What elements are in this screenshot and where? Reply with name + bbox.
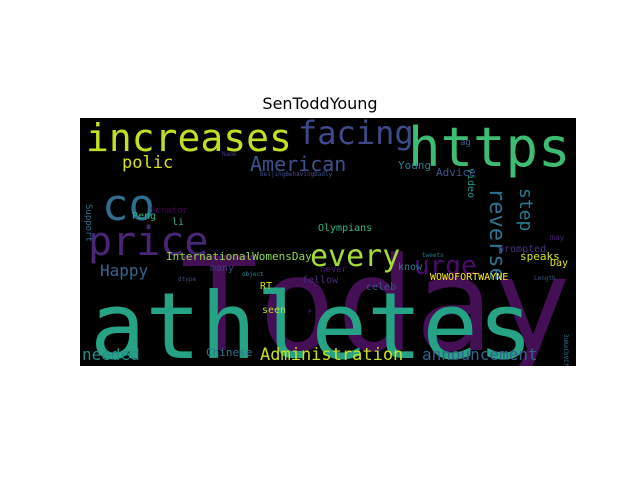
word-name: Name [222,151,237,158]
word-seen: seen [262,305,286,316]
word-peng: Peng [132,211,156,222]
word-needed: needed [82,345,140,364]
word-p: P [308,309,312,316]
word-facing: facing [298,118,414,152]
word-object: object [242,271,264,278]
word-celeb: celeb [366,282,396,293]
word-reverse: reverse [484,188,509,281]
word-advice: Advice [436,166,476,179]
word-rt: RT [260,281,272,292]
word-dtype: dtype [178,276,196,283]
word-olympians: Olympians [318,223,372,234]
word-price: price [88,219,208,265]
word-support: Support [83,204,93,242]
word-happy: Happy [100,261,149,280]
word-wowofortwayne: WOWOFORTWAYNE [430,272,508,283]
word-video: video [465,168,476,198]
word-young: Young [398,159,431,172]
word-senator: Senator [150,206,189,216]
word-step: step [515,188,536,231]
word-fellow: fellow [302,275,339,286]
word-may: may [550,233,565,242]
word-administration: Administration [260,345,403,365]
word-know: know [398,262,423,273]
word-speaks: speaks [520,250,560,263]
word-tweets: tweets [422,252,444,259]
word-never: never [320,265,348,275]
word-chinese: Chinese [206,346,252,359]
word-co: co [102,180,155,231]
word-many: many [210,263,234,274]
word-beijingbehavingbadly: BeijingBehavingBadly [260,171,333,178]
word-li: li [172,217,184,228]
word-urge: urge [414,251,477,281]
word-ag: ag [460,138,471,148]
word-announcement: announcement [422,345,538,364]
word-internationalwomensday: InternationalWomensDay [166,250,312,263]
word-polic: polic [122,153,173,173]
word-every: every [310,239,400,274]
word-length: Length [534,275,556,282]
word-today: Today [180,229,571,366]
word-3ukecbvcf2: 3uKeCbVCf2 [562,334,569,366]
word-https: https [408,118,571,179]
word-american: American [250,152,346,176]
word-increases: increases [86,118,292,160]
word-cloud-panel: Today athletes https increases co price facing… [80,118,576,366]
word-prompted: prompted [498,244,546,255]
word-day: Day [550,258,568,269]
word-athletes: athletes [90,273,533,366]
chart-title: SenToddYoung [262,94,378,113]
